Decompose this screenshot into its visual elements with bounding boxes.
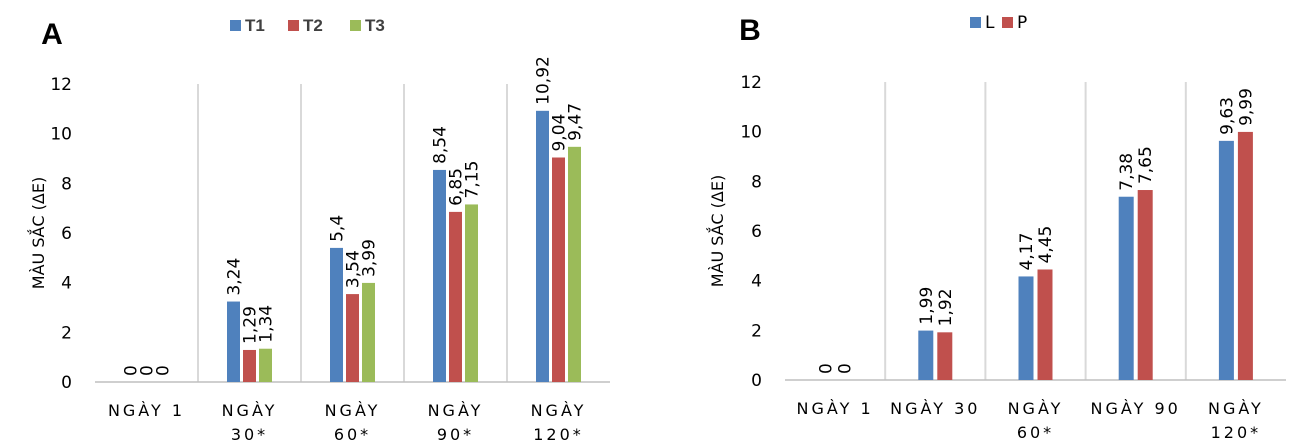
panel-b-ytick-label: 8 bbox=[751, 172, 762, 192]
panel-a-legend-label-t2: T2 bbox=[303, 16, 323, 35]
panel-a-legend-label-t3: T3 bbox=[365, 16, 385, 35]
panel-a-data-label-t1: 10,92 bbox=[534, 56, 554, 105]
panel-b-legend-label-l: L bbox=[985, 13, 995, 33]
panel-b-ytick-label: 10 bbox=[740, 123, 762, 143]
panel-a-ytick-label: 8 bbox=[61, 174, 72, 194]
panel-b-data-label-p: 9,99 bbox=[1236, 88, 1256, 126]
panel-a-bar-t3 bbox=[465, 204, 478, 382]
panel-a-bar-t2 bbox=[346, 294, 359, 382]
panel-a-ylabel: MÀU SẮC (ΔE) bbox=[27, 177, 48, 289]
panel-a-data-label-t1: 3,24 bbox=[225, 258, 245, 296]
panel-b-bar-p bbox=[1237, 131, 1253, 380]
panel-a-bar-t3 bbox=[259, 348, 272, 382]
panel-b-data-label-l: 1,99 bbox=[917, 287, 937, 325]
panel-a-bar-t2 bbox=[552, 157, 565, 382]
panel-a-bar-t1 bbox=[536, 110, 549, 382]
panel-b-ylabel: MÀU SẮC (ΔE) bbox=[706, 175, 727, 287]
panel-a-bar-t1 bbox=[433, 169, 446, 382]
panel-a-data-label-t2: 0 bbox=[138, 365, 158, 376]
panel-a-category-label: NGÀY bbox=[428, 401, 484, 420]
panel-b-category-label: NGÀY 1 bbox=[797, 399, 874, 418]
panel-a-legend-swatch-t1 bbox=[230, 20, 241, 31]
panel-a-legend-label-t1: T1 bbox=[245, 16, 265, 35]
panel-a-category-label: 120* bbox=[533, 425, 584, 444]
panel-a-category-label: NGÀY bbox=[222, 401, 278, 420]
panel-b-data-label-p: 4,45 bbox=[1036, 226, 1056, 264]
panel-b-ytick-label: 12 bbox=[740, 73, 762, 93]
panel-a-bar-t3 bbox=[568, 146, 581, 382]
panel-a-data-label-t1: 8,54 bbox=[431, 126, 451, 164]
panel-b-bar-l bbox=[1218, 140, 1234, 380]
panel-a-category-label: 60* bbox=[334, 425, 371, 444]
panel-a-data-label-t2: 1,29 bbox=[241, 306, 261, 344]
panel-b-bar-p bbox=[1037, 269, 1053, 380]
panel-b-data-label-l: 7,38 bbox=[1117, 153, 1137, 191]
panel-b-category-label: NGÀY 30 bbox=[890, 399, 980, 418]
panel-a-data-label-t2: 3,54 bbox=[344, 250, 364, 288]
panel-b-bar-l bbox=[1118, 196, 1134, 380]
panel-b-legend-swatch-p bbox=[1002, 17, 1013, 28]
panel-a-category-label: NGÀY bbox=[531, 401, 587, 420]
panel-a-bar-t3 bbox=[362, 282, 375, 382]
panel-a-data-label-t2: 9,04 bbox=[550, 114, 570, 152]
panel-b-legend-label-p: P bbox=[1017, 13, 1027, 33]
panel-b-category-label: 60* bbox=[1017, 423, 1054, 442]
panel-b-bar-l bbox=[918, 330, 934, 380]
panel-a-ytick-label: 4 bbox=[61, 274, 72, 294]
panel-b-bar-l bbox=[1018, 276, 1034, 380]
panel-b-ytick-label: 4 bbox=[751, 272, 762, 292]
panel-a-data-label-t3: 0 bbox=[154, 365, 174, 376]
panel-b-category-label: 120* bbox=[1211, 423, 1262, 442]
panel-a-category-label: 30* bbox=[231, 425, 268, 444]
panel-b-category-label: NGÀY bbox=[1208, 399, 1264, 418]
panel-b-data-label-p: 0 bbox=[836, 363, 856, 374]
panel-b-bar-p bbox=[1137, 190, 1153, 380]
panel-a-ytick-label: 0 bbox=[61, 373, 72, 393]
panel-a-bar-t1 bbox=[330, 247, 343, 382]
panel-b-category-label: NGÀY bbox=[1008, 399, 1064, 418]
panel-b-data-label-l: 4,17 bbox=[1017, 233, 1037, 271]
panel-a-ytick-label: 2 bbox=[61, 323, 72, 343]
panel-a-ytick-label: 10 bbox=[50, 125, 72, 145]
panel-b-data-label-p: 1,92 bbox=[936, 288, 956, 326]
panel-a-data-label-t3: 1,34 bbox=[257, 305, 277, 343]
panel-b-data-label-l: 9,63 bbox=[1217, 97, 1237, 135]
panel-a-category-label: NGÀY 1 bbox=[108, 401, 185, 420]
panel-b-bar-p bbox=[937, 332, 953, 380]
panel-a-ytick-label: 12 bbox=[50, 75, 72, 95]
panel-b-data-label-p: 7,65 bbox=[1136, 146, 1156, 184]
panel-a-bar-t2 bbox=[243, 349, 256, 382]
panel-a-category-label: NGÀY bbox=[325, 401, 381, 420]
panel-b-ytick-label: 2 bbox=[751, 321, 762, 341]
panel-a-letter: A bbox=[41, 18, 63, 51]
panel-a-category-label: 90* bbox=[437, 425, 474, 444]
panel-a-legend-swatch-t3 bbox=[350, 20, 361, 31]
panel-a-data-label-t3: 3,99 bbox=[360, 239, 380, 277]
panel-a-ytick-label: 6 bbox=[61, 224, 72, 244]
panel-a-bar-t1 bbox=[227, 301, 240, 382]
panel-b-legend-swatch-l bbox=[970, 17, 981, 28]
panel-a-legend-swatch-t2 bbox=[288, 20, 299, 31]
panel-a-data-label-t1: 0 bbox=[122, 365, 142, 376]
panel-b-ytick-label: 6 bbox=[751, 222, 762, 242]
panel-b-category-label: NGÀY 90 bbox=[1091, 399, 1181, 418]
panel-b-data-label-l: 0 bbox=[817, 363, 837, 374]
panel-a-data-label-t3: 9,47 bbox=[566, 103, 586, 141]
panel-b-ytick-label: 0 bbox=[751, 371, 762, 391]
panel-a-data-label-t1: 5,4 bbox=[328, 215, 348, 242]
panel-b-letter: B bbox=[739, 14, 761, 47]
panel-a-data-label-t2: 6,85 bbox=[447, 168, 467, 206]
panel-a-data-label-t3: 7,15 bbox=[463, 161, 483, 199]
panel-a-bar-t2 bbox=[449, 211, 462, 382]
